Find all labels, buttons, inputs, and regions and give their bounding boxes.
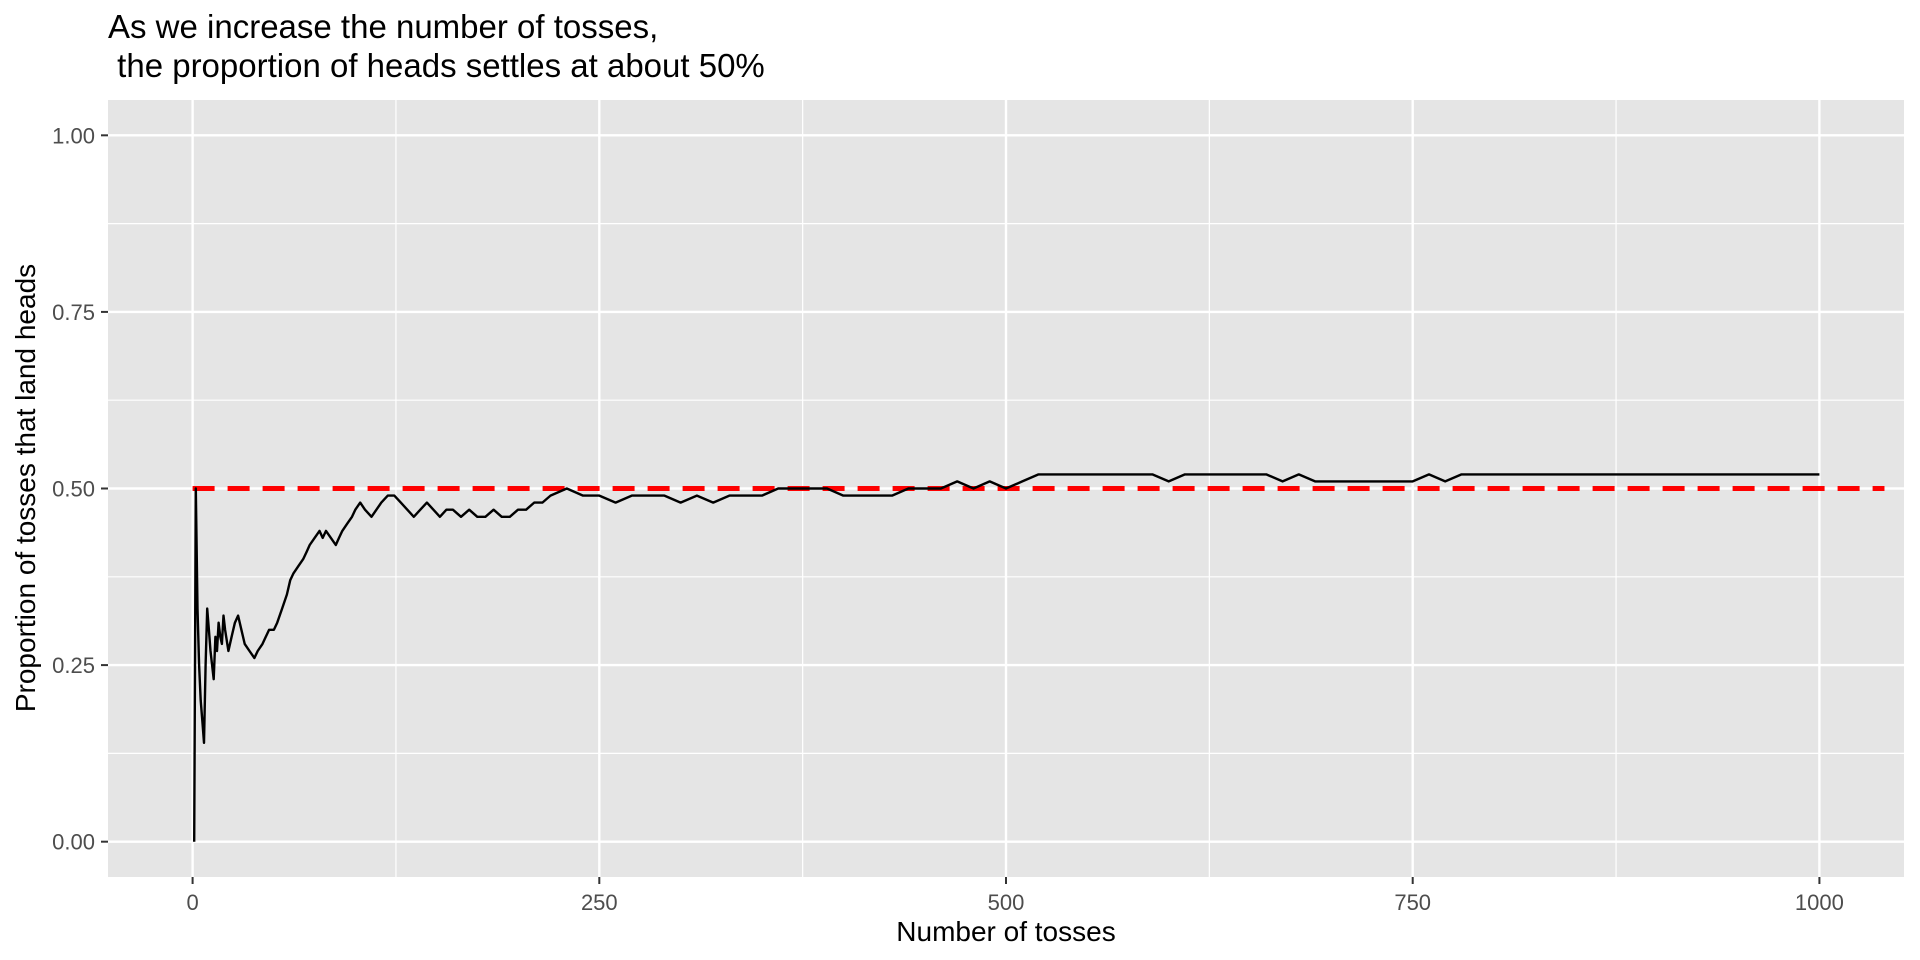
x-tick-label: 0 — [186, 890, 198, 915]
y-tick-label: 0.75 — [52, 300, 95, 325]
chart-title-line-1: As we increase the number of tosses, — [108, 8, 658, 45]
x-tick-label: 750 — [1394, 890, 1431, 915]
y-tick-label: 1.00 — [52, 123, 95, 148]
x-axis-title: Number of tosses — [896, 916, 1115, 947]
y-tick-label: 0.00 — [52, 830, 95, 855]
chart-title: As we increase the number of tosses, the… — [108, 8, 765, 84]
series-line-proportion-heads — [193, 473, 1820, 842]
chart-title-line-2: the proportion of heads settles at about… — [108, 47, 765, 84]
tick-labels: 0 250 500 750 1000 0.00 0.25 0.50 0.75 1.00 — [52, 123, 1844, 915]
series-group — [193, 473, 1820, 842]
x-tick-label: 250 — [581, 890, 618, 915]
y-tick-label: 0.50 — [52, 477, 95, 502]
axis-ticks — [101, 134, 1821, 884]
y-axis-title: Proportion of tosses that land heads — [10, 264, 41, 712]
y-tick-label: 0.25 — [52, 653, 95, 678]
x-tick-label: 500 — [988, 890, 1025, 915]
x-tick-label: 1000 — [1795, 890, 1844, 915]
